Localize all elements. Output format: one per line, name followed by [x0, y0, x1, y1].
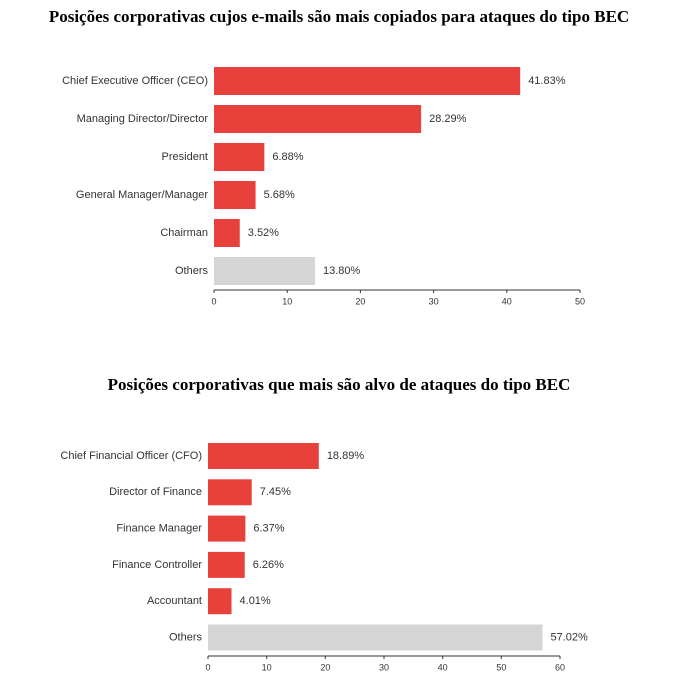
x-tick-label: 0: [205, 662, 210, 672]
category-label: Accountant: [147, 595, 202, 607]
category-label: Managing Director/Director: [77, 113, 209, 125]
chart-title: Posições corporativas que mais são alvo …: [108, 375, 571, 394]
category-label: Chief Executive Officer (CEO): [62, 75, 208, 87]
value-label: 4.01%: [240, 595, 271, 607]
x-tick-label: 40: [438, 662, 448, 672]
x-tick-label: 50: [575, 296, 585, 306]
x-tick-label: 50: [496, 662, 506, 672]
bar: [208, 479, 252, 506]
value-label: 6.26%: [253, 559, 284, 571]
value-label: 18.89%: [327, 450, 365, 462]
value-label: 57.02%: [551, 631, 589, 643]
bar: [208, 624, 543, 651]
category-label: General Manager/Manager: [76, 189, 208, 201]
x-tick-label: 20: [355, 296, 365, 306]
chart-title: Posições corporativas cujos e-mails são …: [49, 7, 629, 26]
value-label: 28.29%: [429, 113, 467, 125]
x-tick-label: 0: [211, 296, 216, 306]
value-label: 41.83%: [528, 75, 566, 87]
category-label: Finance Manager: [116, 523, 202, 535]
value-label: 5.68%: [264, 189, 295, 201]
bar: [214, 105, 422, 133]
bar: [208, 551, 245, 578]
bar: [214, 257, 316, 285]
bar: [208, 588, 232, 615]
category-label: Chief Financial Officer (CFO): [60, 450, 202, 462]
category-label: Finance Controller: [112, 559, 202, 571]
bar: [214, 181, 256, 209]
value-label: 6.88%: [272, 151, 303, 163]
category-label: Director of Finance: [109, 486, 202, 498]
x-tick-label: 20: [320, 662, 330, 672]
category-label: Chairman: [160, 227, 208, 239]
x-tick-label: 40: [502, 296, 512, 306]
x-tick-label: 60: [555, 662, 565, 672]
bar: [214, 143, 265, 171]
x-tick-label: 10: [282, 296, 292, 306]
value-label: 13.80%: [323, 265, 361, 277]
category-label: Others: [175, 265, 209, 277]
x-tick-label: 10: [262, 662, 272, 672]
bar: [208, 443, 319, 469]
value-label: 6.37%: [253, 523, 284, 535]
value-label: 3.52%: [248, 227, 279, 239]
category-label: Others: [169, 631, 203, 643]
bar: [208, 515, 246, 542]
category-label: President: [162, 151, 208, 163]
bar: [214, 219, 240, 247]
bar: [214, 67, 521, 95]
value-label: 7.45%: [260, 486, 291, 498]
x-tick-label: 30: [429, 296, 439, 306]
x-tick-label: 30: [379, 662, 389, 672]
